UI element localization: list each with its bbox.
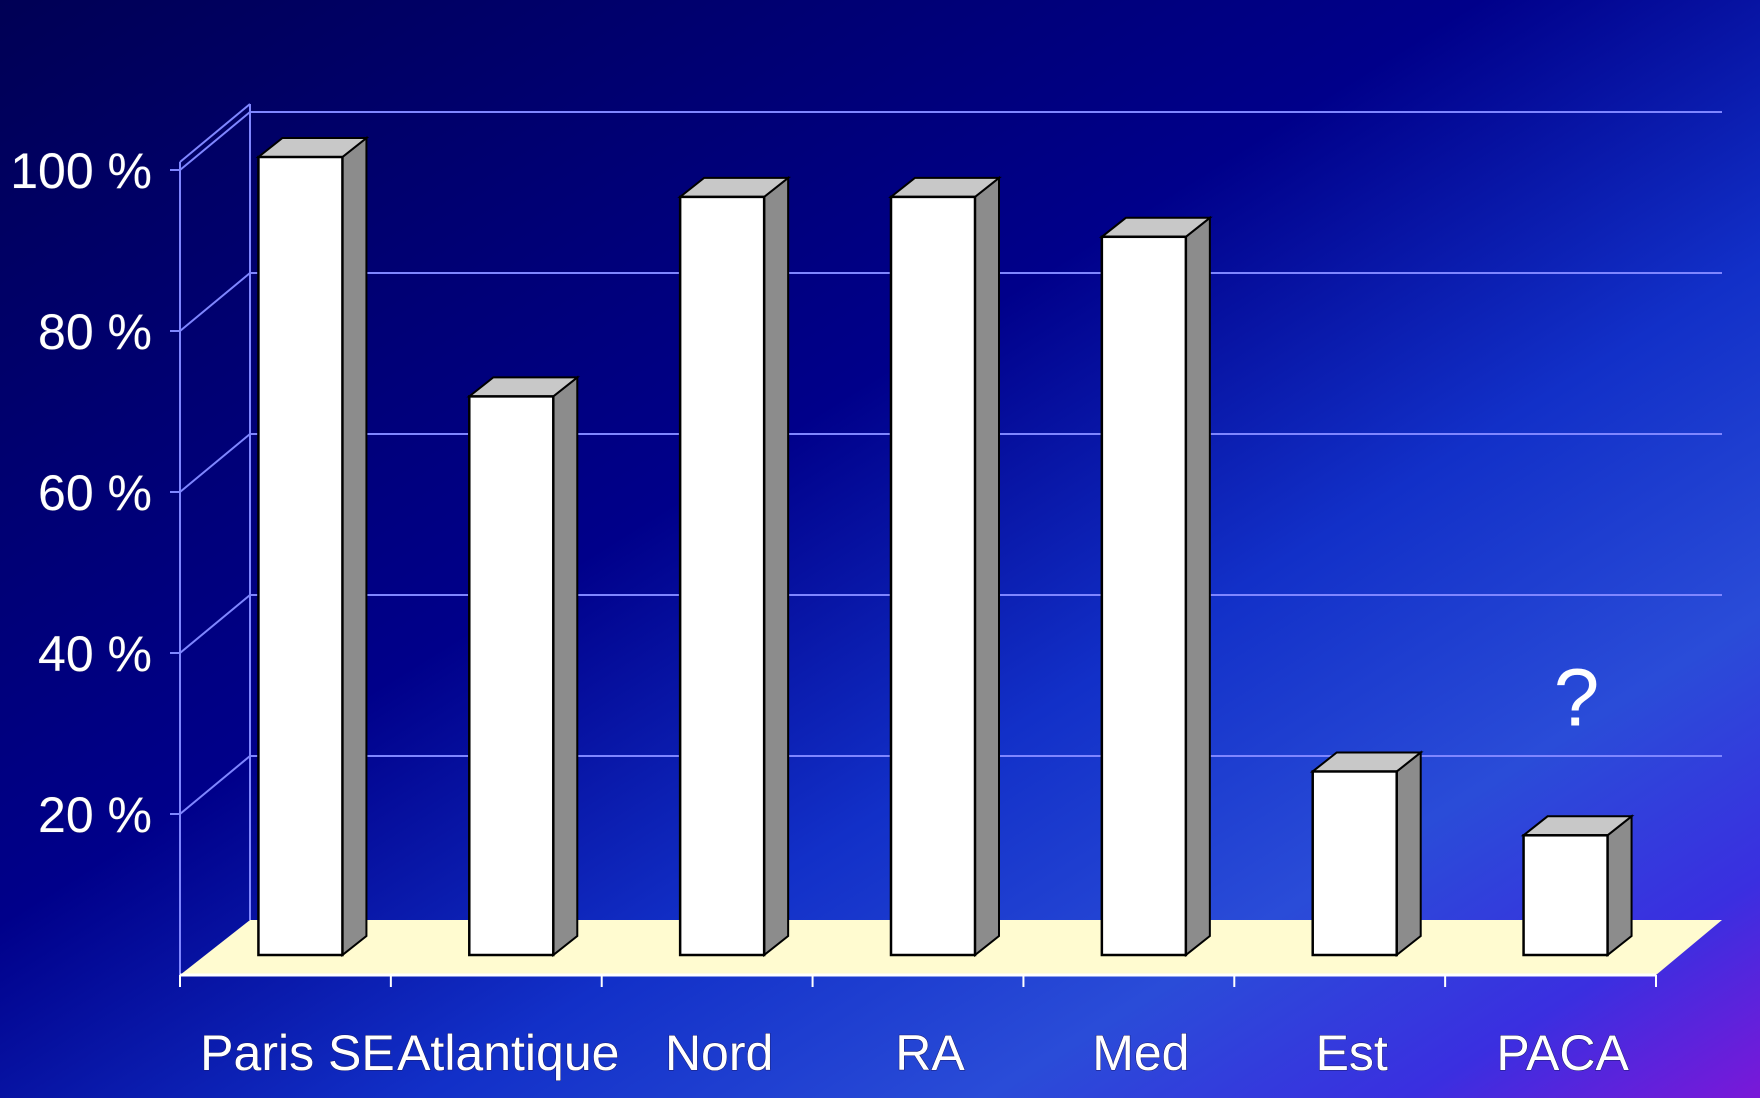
gridline-side-2	[179, 433, 251, 493]
xtick-label-1: Atlantique	[397, 1025, 619, 1081]
xtick-label-6: PACA	[1496, 1025, 1629, 1081]
bar-front-3	[889, 195, 977, 957]
bar-1	[466, 375, 581, 958]
wall-edge-top	[179, 103, 251, 163]
xtick-label-2: Nord	[665, 1025, 773, 1081]
chart-walls	[179, 103, 251, 975]
ytick-label-3: 80 %	[38, 304, 152, 360]
bar-front-2	[678, 195, 766, 957]
annotations: ?	[1554, 652, 1600, 743]
xtick-label-0: Paris SE	[200, 1025, 395, 1081]
xtick-label-5: Est	[1316, 1025, 1388, 1081]
x-axis-ticks: Paris SE Atlantique Nord RA Med Est PACA	[179, 975, 1657, 1082]
gridline-side-0	[179, 755, 251, 815]
annotation-label-0: ?	[1554, 652, 1600, 743]
bar-front-4	[1100, 235, 1188, 957]
bar-front-6	[1522, 834, 1609, 957]
bar-side-1	[552, 375, 579, 958]
bar-4	[1098, 215, 1213, 958]
bar-front-1	[468, 395, 555, 957]
bar-side-4	[1184, 215, 1211, 958]
ytick-label-0: 20 %	[38, 787, 152, 843]
gridline-side-3	[179, 272, 251, 332]
bars	[255, 135, 1635, 958]
bar-side-6	[1606, 814, 1633, 958]
y-axis-ticks: 20 % 40 % 60 % 80 % 100 %	[10, 143, 153, 844]
bar-6	[1520, 814, 1635, 958]
bar-0	[255, 135, 370, 958]
bar-side-5	[1395, 750, 1422, 958]
ytick-label-4: 100 %	[10, 143, 152, 199]
bar-side-2	[763, 175, 790, 958]
ytick-label-2: 60 %	[38, 465, 152, 521]
ytick-label-1: 40 %	[38, 626, 152, 682]
bar-front-0	[257, 155, 344, 957]
xtick-label-4: Med	[1092, 1025, 1189, 1081]
gridline-side-1	[179, 594, 251, 654]
bar-2	[677, 175, 792, 958]
xtick-label-3: RA	[895, 1025, 965, 1081]
bar-side-3	[974, 175, 1000, 958]
bar-side-0	[341, 135, 368, 958]
bar-front-5	[1311, 770, 1398, 957]
bar-3	[888, 175, 1002, 958]
gridline-side-4	[179, 111, 251, 171]
bar-5	[1309, 750, 1424, 958]
